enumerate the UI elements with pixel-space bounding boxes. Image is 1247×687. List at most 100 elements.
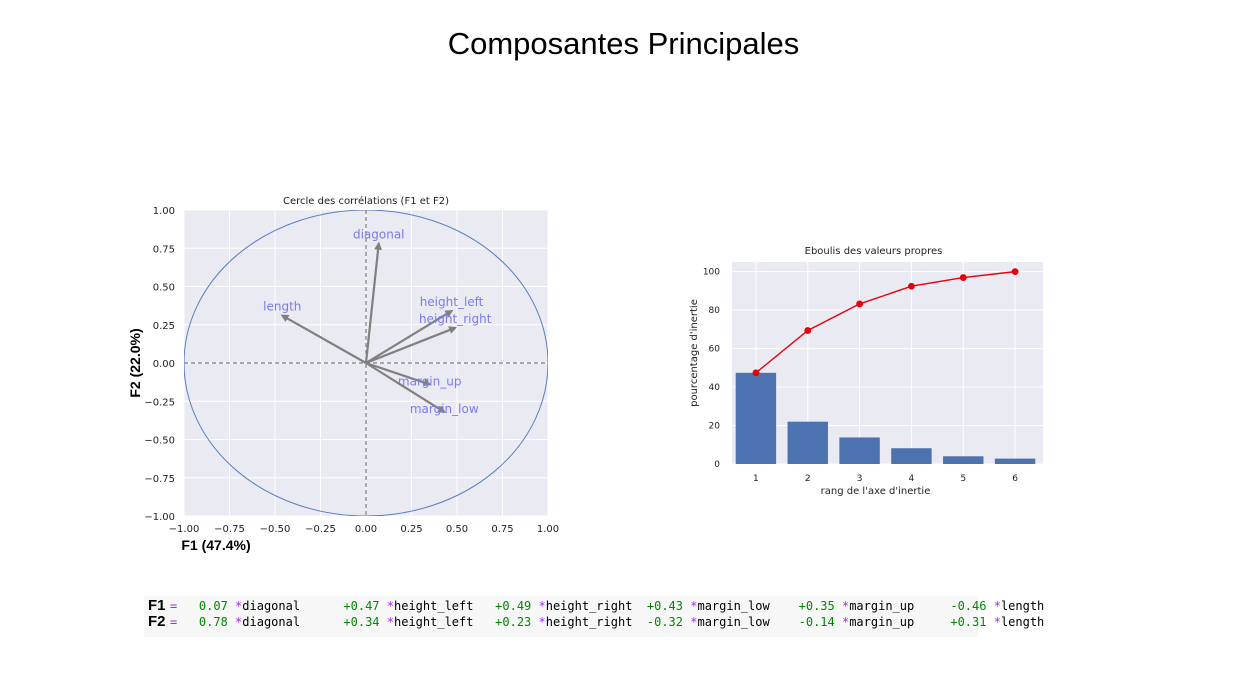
bar-6 [994,458,1036,464]
vector-margin-low [365,362,446,414]
coefficient: 0.07 [184,599,236,613]
variable-name: length [1000,599,1095,613]
cumulative-point [1011,268,1019,276]
multiply-sign: * [235,615,243,629]
y-tick-label: 100 [703,268,720,278]
cumulative-point [908,282,915,290]
x-tick-label: 2 [805,474,811,484]
y-axis-label: F2 (22.0%) [127,328,143,397]
variable-name: margin_low [697,599,792,613]
equation-line: F1 = 0.07 *diagonal +0.47 *height_left +0… [144,597,1044,614]
y-tick-label: 0 [714,460,720,470]
x-tick-label: −0.75 [214,524,245,535]
y-tick-label: 0.00 [153,359,175,370]
bar-2 [787,421,828,464]
variable-name: length [1000,615,1095,629]
vector-label: height_right [419,312,492,326]
x-tick-label: 4 [909,474,915,484]
y-tick-label: 80 [709,306,721,316]
multiply-sign: * [841,615,850,629]
x-tick-label: 0.75 [491,524,513,535]
multiply-sign: * [690,615,698,629]
coefficient: +0.47 [336,599,387,613]
y-tick-label: 0.50 [153,283,175,294]
component-equations: F1 = 0.07 *diagonal +0.47 *height_left +0… [144,596,1044,637]
y-tick-label: −0.75 [144,474,175,485]
x-tick-label: 6 [1012,474,1018,484]
equation-line: F2 = 0.78 *diagonal +0.34 *height_left +0… [144,613,1044,630]
coefficient: +0.49 [487,599,539,613]
variable-name: diagonal [242,615,337,629]
vector-height-right [365,326,458,365]
cumulative-point [752,369,760,377]
multiply-sign: * [841,599,850,613]
vector-length [280,314,367,364]
y-axis-label: pourcentage d'inertie [689,299,700,407]
variable-name: margin_up [849,615,944,629]
vector-label: height_left [420,295,484,309]
multiply-sign: * [386,615,394,629]
equals-sign: = [170,599,185,613]
variable-name: margin_up [849,599,944,613]
y-tick-label: 40 [709,383,721,393]
correlation-circle-chart: −1.00 −0.75 −0.50 −0.25 0.00 0.25 0.50 0.75 1.00… [127,195,559,553]
vector-label: margin_low [410,402,479,416]
multiply-sign: * [690,599,698,613]
equation-name: F1 [148,597,166,614]
x-tick-label: 0.25 [400,524,422,535]
x-tick-label: −0.50 [260,524,291,535]
x-axis-label: rang de l'axe d'inertie [821,486,931,497]
chart-title: Eboulis des valeurs propres [805,246,943,257]
chart-title: Cercle des corrélations (F1 et F2) [283,195,449,207]
vector-label: length [263,300,301,314]
variable-name: height_right [545,599,640,613]
y-tick-label: 0.25 [153,321,175,332]
variable-name: height_left [394,615,488,629]
coefficient: +0.23 [487,615,539,629]
coefficient: -0.14 [791,615,842,629]
y-tick-label: 60 [709,345,721,355]
x-tick-label: 1.00 [537,524,559,535]
multiply-sign: * [235,599,243,613]
multiply-sign: * [993,599,1001,613]
cumulative-point [959,274,967,281]
variable-name: height_left [394,599,488,613]
x-axis-label: F1 (47.4%) [181,537,250,553]
variable-name: margin_low [697,615,792,629]
coefficient: +0.35 [791,599,842,613]
y-tick-label: −1.00 [144,512,175,523]
cumulative-point [856,300,863,308]
x-tick-label: 5 [960,474,966,484]
vector-diagonal [364,241,383,364]
equals-sign: = [170,615,185,629]
multiply-sign: * [538,599,546,613]
multiply-sign: * [538,615,546,629]
x-tick-label: 0.50 [446,524,468,535]
cumulative-line [755,270,1016,374]
bar-3 [839,437,880,464]
y-tick-label: −0.50 [144,436,175,447]
equation-name: F2 [148,613,166,630]
coefficient: -0.46 [943,599,994,613]
vector-label: diagonal [353,228,405,242]
x-tick-label: 0.00 [355,524,377,535]
cumulative-point [804,327,812,334]
vector-label: margin_up [398,374,462,388]
multiply-sign: * [993,615,1001,629]
bar-4 [891,448,932,464]
multiply-sign: * [386,599,394,613]
coefficient: -0.32 [639,615,691,629]
y-tick-label: 1.00 [153,206,175,217]
x-tick-label: 3 [857,474,863,484]
slide-title: Composantes Principales [447,26,800,61]
plot-area [732,262,1043,464]
x-tick-label: 1 [753,474,759,484]
bar-5 [943,456,984,464]
variable-name: diagonal [242,599,337,613]
scree-plot-chart: 0 20 40 60 80 100 1 2 3 4 5 6 Eboulis des valeurs pr… [689,246,1043,497]
variable-name: height_right [545,615,640,629]
coefficient: +0.43 [639,599,691,613]
bar-1 [735,372,777,464]
x-tick-label: −0.25 [305,524,336,535]
y-tick-label: −0.25 [144,397,175,408]
